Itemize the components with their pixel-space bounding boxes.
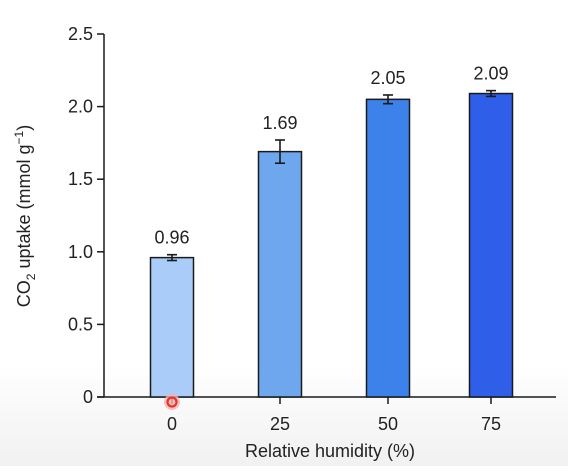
bar bbox=[257, 150, 303, 398]
y-axis-title: CO2 uptake (mmol g−1) bbox=[12, 125, 38, 307]
x-axis-title: Relative humidity (%) bbox=[245, 441, 415, 461]
data-label: 0.96 bbox=[154, 228, 189, 248]
bar bbox=[365, 98, 411, 398]
y-tick-label: 0.5 bbox=[68, 314, 93, 334]
bar bbox=[468, 92, 514, 398]
y-tick-label: 2.0 bbox=[68, 97, 93, 117]
y-axis-title-part: CO bbox=[14, 280, 34, 307]
y-axis-title-subscript: 2 bbox=[24, 273, 38, 280]
data-label: 2.05 bbox=[370, 68, 405, 88]
data-label: 2.09 bbox=[473, 64, 508, 84]
y-tick-label: 1.0 bbox=[68, 242, 93, 262]
bar bbox=[149, 256, 195, 398]
x-tick-label: 75 bbox=[481, 414, 501, 434]
y-axis-title-part: uptake (mmol g bbox=[14, 144, 34, 273]
y-axis-title-superscript: −1 bbox=[12, 130, 26, 144]
y-tick-label: 2.5 bbox=[68, 24, 93, 44]
y-axis-title-part: ) bbox=[14, 125, 34, 131]
bars bbox=[149, 89, 514, 398]
y-tick-label: 0 bbox=[83, 387, 93, 407]
x-tick-label: 0 bbox=[167, 414, 177, 434]
value-labels: 0.96 1.69 2.05 2.09 bbox=[154, 64, 508, 248]
cursor-marker bbox=[164, 394, 180, 410]
x-tick-label: 50 bbox=[378, 414, 398, 434]
data-label: 1.69 bbox=[262, 113, 297, 133]
y-tick-label: 1.5 bbox=[68, 169, 93, 189]
y-axis: 0 0.5 1.0 1.5 2.0 2.5 bbox=[68, 24, 105, 407]
x-tick-label: 25 bbox=[270, 414, 290, 434]
